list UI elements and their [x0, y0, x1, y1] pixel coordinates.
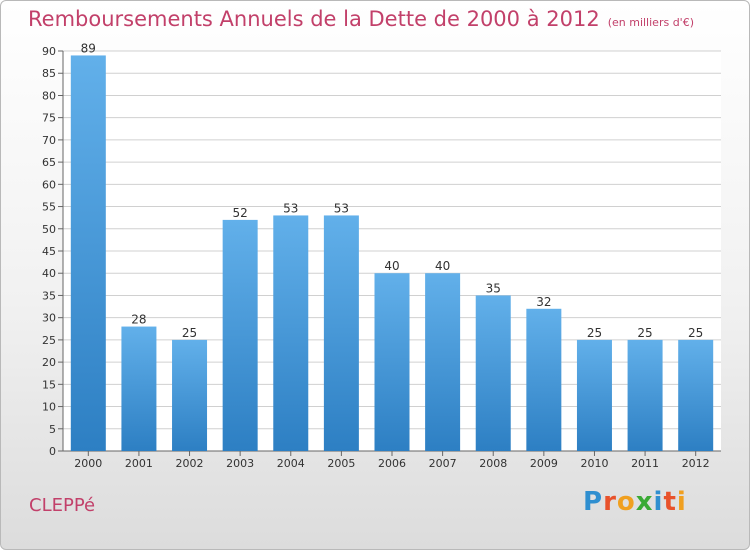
x-tick-label: 2006 — [378, 457, 406, 470]
x-tick-label: 2005 — [327, 457, 355, 470]
x-tick-label: 2012 — [682, 457, 710, 470]
y-tick-label: 90 — [42, 45, 56, 58]
proxiti-logo: Proxiti — [583, 487, 687, 517]
y-tick-label: 15 — [42, 378, 56, 391]
y-tick-label: 80 — [42, 89, 56, 102]
y-tick-label: 45 — [42, 245, 56, 258]
data-label: 53 — [283, 201, 298, 215]
logo-letter: o — [616, 487, 636, 517]
x-tick-label: 2001 — [125, 457, 153, 470]
bar — [374, 273, 410, 451]
data-label: 25 — [637, 326, 652, 340]
data-label: 28 — [131, 313, 146, 327]
data-label: 25 — [587, 326, 602, 340]
logo-letter: P — [583, 487, 604, 517]
x-tick-label: 2008 — [479, 457, 507, 470]
data-label: 53 — [334, 201, 349, 215]
data-label: 25 — [182, 326, 197, 340]
bar — [172, 339, 208, 451]
bar — [70, 55, 106, 451]
chart-subtitle: (en milliers d'€) — [607, 16, 694, 29]
y-tick-label: 60 — [42, 178, 56, 191]
y-tick-label: 55 — [42, 201, 56, 214]
logo-letter: r — [603, 487, 617, 517]
y-tick-label: 0 — [49, 445, 56, 458]
x-tick-label: 2007 — [429, 457, 457, 470]
bar — [121, 326, 157, 451]
x-tick-label: 2002 — [176, 457, 204, 470]
y-tick-label: 75 — [42, 112, 56, 125]
data-label: 25 — [688, 326, 703, 340]
data-label: 32 — [536, 295, 551, 309]
x-tick-label: 2004 — [277, 457, 305, 470]
chart-title-text: Remboursements Annuels de la Dette de 20… — [28, 7, 600, 31]
logo-letter: i — [653, 487, 664, 517]
y-tick-label: 85 — [42, 67, 56, 80]
bar — [576, 339, 612, 451]
y-tick-label: 50 — [42, 223, 56, 236]
bar — [627, 339, 663, 451]
y-tick-label: 40 — [42, 267, 56, 280]
bar — [323, 215, 359, 451]
commune-name: CLEPPé — [29, 495, 96, 516]
x-tick-label: 2009 — [530, 457, 558, 470]
data-label: 40 — [384, 259, 399, 273]
x-tick-label: 2010 — [580, 457, 608, 470]
bar — [222, 219, 258, 451]
logo-letter: t — [663, 487, 677, 517]
data-label: 35 — [486, 281, 501, 295]
data-label: 89 — [81, 41, 96, 55]
y-tick-label: 70 — [42, 134, 56, 147]
x-tick-label: 2003 — [226, 457, 254, 470]
bar — [526, 308, 562, 451]
y-tick-label: 65 — [42, 156, 56, 169]
y-tick-label: 10 — [42, 401, 56, 414]
y-tick-label: 25 — [42, 334, 56, 347]
bar — [425, 273, 461, 451]
y-tick-label: 5 — [49, 423, 56, 436]
x-tick-label: 2000 — [74, 457, 102, 470]
bar — [678, 339, 714, 451]
y-tick-label: 30 — [42, 312, 56, 325]
y-tick-label: 20 — [42, 356, 56, 369]
y-tick-label: 35 — [42, 289, 56, 302]
bar — [475, 295, 511, 451]
data-label: 52 — [233, 206, 248, 220]
chart-title: Remboursements Annuels de la Dette de 20… — [28, 7, 694, 31]
bar — [273, 215, 309, 451]
logo-letter: x — [635, 487, 654, 517]
logo-letter: i — [676, 487, 687, 517]
data-label: 40 — [435, 259, 450, 273]
x-tick-label: 2011 — [631, 457, 659, 470]
